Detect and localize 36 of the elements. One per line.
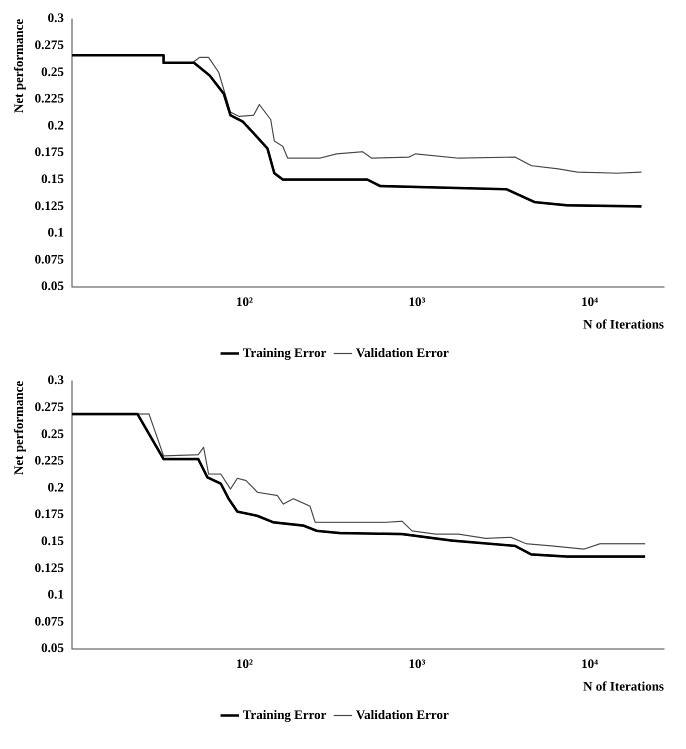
x-tick-label: 10⁴	[581, 656, 598, 671]
y-tick-label: 0.15	[41, 532, 64, 548]
x-axis-title: N of Iterations	[583, 678, 664, 694]
y-axis-title: Net performance	[11, 18, 26, 114]
legend-label: Validation Error	[356, 706, 449, 722]
legend-label: Training Error	[242, 344, 327, 360]
y-axis-title: Net performance	[11, 380, 26, 476]
y-tick-label: 0.225	[34, 452, 64, 468]
y-tick-label: 0.05	[41, 278, 64, 294]
y-tick-label: 0.275	[34, 398, 64, 414]
y-tick-label: 0.275	[34, 36, 64, 52]
y-tick-label: 0.075	[34, 251, 64, 266]
y-tick-label: 0.225	[34, 90, 64, 106]
x-axis-title: N of Iterations	[583, 316, 664, 332]
y-tick-label: 0.2	[48, 117, 64, 132]
y-tick-label: 0.15	[41, 170, 64, 186]
x-tick-label: 10³	[408, 656, 426, 671]
y-tick-label: 0.3	[48, 10, 64, 26]
legend-label: Training Error	[242, 706, 327, 722]
y-tick-label: 0.25	[41, 426, 64, 441]
y-tick-label: 0.1	[48, 586, 64, 602]
x-tick-label: 10⁴	[581, 294, 598, 309]
y-tick-label: 0.075	[34, 613, 64, 628]
y-tick-label: 0.05	[41, 640, 64, 656]
x-tick-label: 10²	[236, 656, 253, 671]
y-tick-label: 0.125	[34, 198, 64, 213]
y-tick-label: 0.25	[41, 64, 64, 79]
y-tick-label: 0.125	[34, 560, 64, 575]
y-tick-label: 0.175	[34, 506, 64, 522]
y-tick-label: 0.2	[48, 479, 64, 494]
x-tick-label: 10²	[236, 294, 253, 309]
x-tick-label: 10³	[408, 294, 426, 309]
legend-label: Validation Error	[356, 344, 449, 360]
y-tick-label: 0.1	[48, 224, 64, 240]
y-tick-label: 0.3	[48, 372, 64, 388]
y-tick-label: 0.175	[34, 144, 64, 160]
